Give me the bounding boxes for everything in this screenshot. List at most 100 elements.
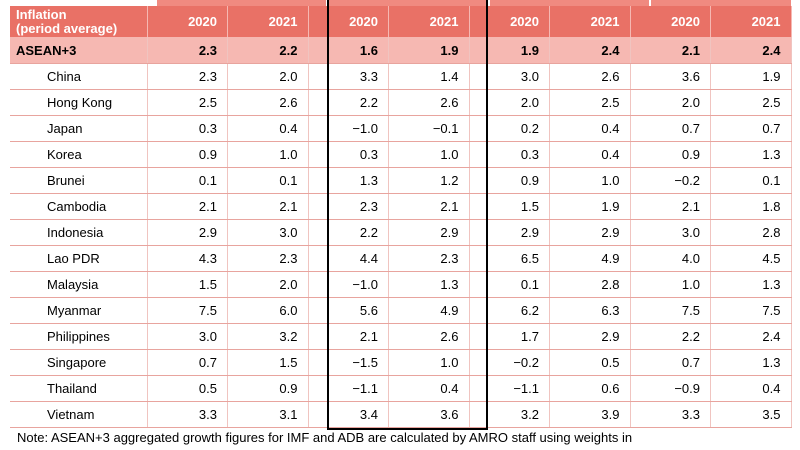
- year-header: 2021: [549, 6, 631, 37]
- country-cell: Cambodia: [10, 193, 148, 220]
- country-cell: Vietnam: [10, 401, 148, 428]
- value-cell: 3.3: [147, 401, 228, 428]
- value-cell: 1.3: [308, 167, 389, 194]
- value-cell: 2.2: [630, 323, 711, 350]
- country-cell: Lao PDR: [10, 245, 148, 272]
- value-cell: −1.1: [308, 375, 389, 402]
- table-row: Philippines 3.0 3.2 2.1 2.6 1.7 2.9 2.2 2.4: [10, 323, 792, 350]
- value-cell: 2.1: [388, 193, 470, 220]
- value-cell: 2.8: [549, 271, 631, 298]
- value-cell: 0.7: [630, 115, 711, 142]
- header-label-line1: Inflation: [16, 6, 67, 22]
- value-cell: 1.5: [147, 271, 228, 298]
- value-cell: −1.0: [308, 271, 389, 298]
- table-body: ASEAN+3 2.3 2.2 1.6 1.9 1.9 2.4 2.1 2.4 China 2.3 2…: [10, 37, 792, 428]
- table-row: Korea 0.9 1.0 0.3 1.0 0.3 0.4 0.9 1.3: [10, 141, 792, 168]
- value-cell: 3.0: [630, 219, 711, 246]
- value-cell: 2.8: [710, 219, 792, 246]
- value-cell: 2.2: [308, 89, 389, 116]
- value-cell: 7.5: [630, 297, 711, 324]
- value-cell: 4.9: [388, 297, 470, 324]
- value-cell: 2.3: [227, 245, 309, 272]
- country-cell: ASEAN+3: [10, 37, 148, 64]
- value-cell: 0.3: [308, 141, 389, 168]
- value-cell: 2.0: [227, 63, 309, 90]
- value-cell: 2.4: [549, 37, 631, 64]
- value-cell: 2.9: [388, 219, 470, 246]
- country-cell: Japan: [10, 115, 148, 142]
- value-cell: 0.4: [227, 115, 309, 142]
- value-cell: 6.2: [469, 297, 550, 324]
- value-cell: 3.5: [710, 401, 792, 428]
- value-cell: 2.1: [630, 193, 711, 220]
- country-cell: Hong Kong: [10, 89, 148, 116]
- value-cell: 0.7: [630, 349, 711, 376]
- value-cell: 6.0: [227, 297, 309, 324]
- value-cell: 2.2: [308, 219, 389, 246]
- value-cell: 1.3: [710, 271, 792, 298]
- table-row: Hong Kong 2.5 2.6 2.2 2.6 2.0 2.5 2.0 2.5: [10, 89, 792, 116]
- value-cell: 1.3: [710, 349, 792, 376]
- value-cell: 1.0: [227, 141, 309, 168]
- value-cell: 0.1: [469, 271, 550, 298]
- table-row: China 2.3 2.0 3.3 1.4 3.0 2.6 3.6 1.9: [10, 63, 792, 90]
- row-label-header: Inflation (period average): [10, 6, 148, 37]
- value-cell: 3.4: [308, 401, 389, 428]
- year-header: 2020: [469, 6, 550, 37]
- value-cell: 3.6: [388, 401, 470, 428]
- value-cell: 2.9: [147, 219, 228, 246]
- value-cell: −1.0: [308, 115, 389, 142]
- country-cell: Indonesia: [10, 219, 148, 246]
- value-cell: 3.6: [630, 63, 711, 90]
- value-cell: 0.9: [147, 141, 228, 168]
- table-row: Brunei 0.1 0.1 1.3 1.2 0.9 1.0 −0.2 0.1: [10, 167, 792, 194]
- value-cell: 2.1: [227, 193, 309, 220]
- year-header: 2021: [388, 6, 470, 37]
- table-row: Indonesia 2.9 3.0 2.2 2.9 2.9 2.9 3.0 2.8: [10, 219, 792, 246]
- value-cell: 1.0: [388, 141, 470, 168]
- value-cell: 3.2: [227, 323, 309, 350]
- value-cell: 2.5: [710, 89, 792, 116]
- value-cell: 2.5: [147, 89, 228, 116]
- value-cell: 2.6: [388, 89, 470, 116]
- value-cell: 3.0: [147, 323, 228, 350]
- value-cell: 1.6: [308, 37, 389, 64]
- value-cell: 3.2: [469, 401, 550, 428]
- value-cell: −1.1: [469, 375, 550, 402]
- value-cell: 2.9: [549, 323, 631, 350]
- value-cell: 0.3: [469, 141, 550, 168]
- value-cell: −0.2: [469, 349, 550, 376]
- value-cell: 1.9: [388, 37, 470, 64]
- value-cell: 1.9: [549, 193, 631, 220]
- value-cell: 2.0: [630, 89, 711, 116]
- value-cell: 2.1: [630, 37, 711, 64]
- value-cell: 2.6: [549, 63, 631, 90]
- value-cell: 3.3: [630, 401, 711, 428]
- value-cell: 0.5: [549, 349, 631, 376]
- table-row: Thailand 0.5 0.9 −1.1 0.4 −1.1 0.6 −0.9 0.4: [10, 375, 792, 402]
- value-cell: 6.5: [469, 245, 550, 272]
- value-cell: 2.1: [147, 193, 228, 220]
- country-cell: China: [10, 63, 148, 90]
- value-cell: 1.0: [630, 271, 711, 298]
- year-header: 2020: [308, 6, 389, 37]
- table-row: Vietnam 3.3 3.1 3.4 3.6 3.2 3.9 3.3 3.5: [10, 401, 792, 428]
- value-cell: 4.3: [147, 245, 228, 272]
- value-cell: 7.5: [710, 297, 792, 324]
- value-cell: 3.9: [549, 401, 631, 428]
- value-cell: 1.0: [388, 349, 470, 376]
- value-cell: 0.6: [549, 375, 631, 402]
- value-cell: 1.2: [388, 167, 470, 194]
- value-cell: 1.0: [549, 167, 631, 194]
- value-cell: 3.0: [227, 219, 309, 246]
- value-cell: 2.4: [710, 37, 792, 64]
- value-cell: 0.5: [147, 375, 228, 402]
- value-cell: 4.0: [630, 245, 711, 272]
- value-cell: 0.2: [469, 115, 550, 142]
- value-cell: 2.9: [469, 219, 550, 246]
- value-cell: 1.3: [710, 141, 792, 168]
- value-cell: 2.3: [147, 37, 228, 64]
- table-row: Japan 0.3 0.4 −1.0 −0.1 0.2 0.4 0.7 0.7: [10, 115, 792, 142]
- year-header: 2020: [147, 6, 228, 37]
- value-cell: 1.8: [710, 193, 792, 220]
